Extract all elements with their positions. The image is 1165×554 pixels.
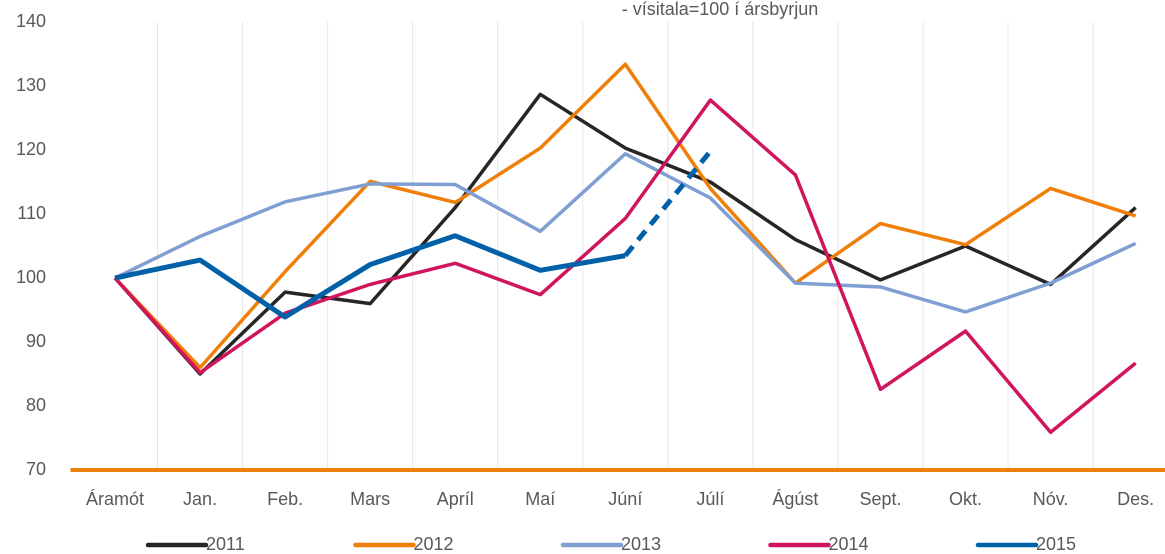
- legend-label: 2011: [206, 534, 245, 554]
- series-line: [623, 149, 713, 258]
- x-tick-label: Ágúst: [772, 489, 818, 509]
- y-tick-label: 90: [26, 331, 46, 351]
- x-tick-label: Maí: [525, 489, 555, 509]
- y-tick-label: 130: [16, 75, 46, 95]
- series-line: [114, 152, 1137, 314]
- series-line: [114, 233, 626, 320]
- x-tick-label: Júní: [608, 489, 642, 509]
- legend-label: 2012: [414, 534, 454, 554]
- x-tick-label: Mars: [350, 489, 390, 509]
- x-tick-label: Feb.: [267, 489, 303, 509]
- x-tick-label: Áramót: [86, 489, 144, 509]
- x-tick-label: Okt.: [949, 489, 982, 509]
- x-tick-label: Sept.: [859, 489, 901, 509]
- y-tick-label: 120: [16, 139, 46, 159]
- x-tick-label: Júlí: [696, 489, 724, 509]
- y-tick-label: 70: [26, 459, 46, 479]
- y-tick-label: 100: [16, 267, 46, 287]
- chart-subtitle: - vísitala=100 í ársbyrjun: [622, 0, 819, 19]
- legend-label: 2014: [829, 534, 869, 554]
- x-tick-label: Apríl: [437, 489, 474, 509]
- y-tick-label: 140: [16, 11, 46, 31]
- x-tick-label: Des.: [1117, 489, 1154, 509]
- x-tick-label: Nóv.: [1033, 489, 1069, 509]
- series-line: [113, 98, 1137, 434]
- series-line: [113, 62, 1137, 370]
- y-tick-label: 80: [26, 395, 46, 415]
- legend-label: 2015: [1036, 534, 1076, 554]
- legend-label: 2013: [621, 534, 661, 554]
- y-tick-label: 110: [17, 203, 46, 223]
- x-tick-label: Jan.: [183, 489, 217, 509]
